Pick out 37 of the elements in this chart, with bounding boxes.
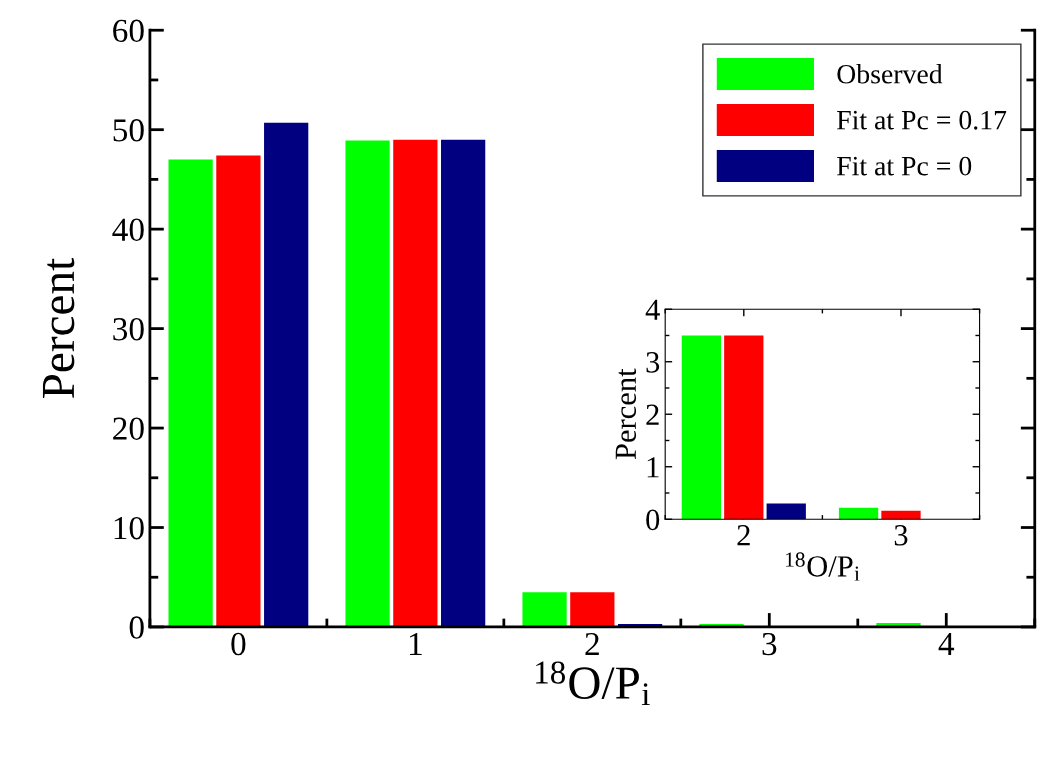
- y-tick-label: 50: [113, 119, 144, 142]
- y-tick-label: 10: [114, 516, 144, 540]
- y-tick-label: 2: [646, 404, 659, 425]
- y-axis-title: Percent: [42, 258, 75, 399]
- legend-label: Observed: [837, 64, 943, 84]
- bar: [264, 122, 309, 627]
- y-tick-label: 3: [646, 352, 660, 373]
- bar: [766, 503, 806, 520]
- y-tick-label: 1: [647, 457, 659, 478]
- bar: [838, 507, 879, 520]
- y-tick-label: 0: [129, 616, 144, 639]
- bar: [881, 510, 921, 520]
- bar: [216, 155, 261, 627]
- bar: [570, 592, 615, 627]
- x-tick-label: 4: [938, 633, 955, 655]
- bar: [681, 335, 721, 520]
- bar: [522, 592, 567, 627]
- x-axis-title: $^{18}$O/P$_{i}$: [786, 552, 860, 581]
- y-tick-label: 0: [646, 509, 660, 531]
- legend-label: Fit at Pc = 0.17: [837, 110, 1007, 130]
- x-tick-label: 1: [409, 632, 422, 655]
- y-tick-label: 4: [645, 299, 660, 320]
- y-tick-label: 60: [113, 19, 144, 43]
- y-tick-label: 20: [113, 417, 144, 440]
- bar: [441, 139, 486, 627]
- x-tick-label: 3: [762, 632, 777, 656]
- x-axis-title: $^{18}$O/P$_{i}$: [536, 661, 650, 706]
- x-tick-label: 0: [231, 632, 246, 656]
- bar: [393, 139, 438, 627]
- bar: [168, 159, 213, 627]
- bar: [724, 335, 764, 520]
- legend-label: Fit at Pc = 0: [837, 156, 972, 176]
- y-axis-title: Percent: [615, 368, 637, 460]
- x-tick-label: 2: [585, 632, 599, 655]
- y-tick-label: 30: [113, 318, 144, 341]
- bar: [345, 140, 390, 627]
- y-tick-label: 40: [112, 218, 144, 242]
